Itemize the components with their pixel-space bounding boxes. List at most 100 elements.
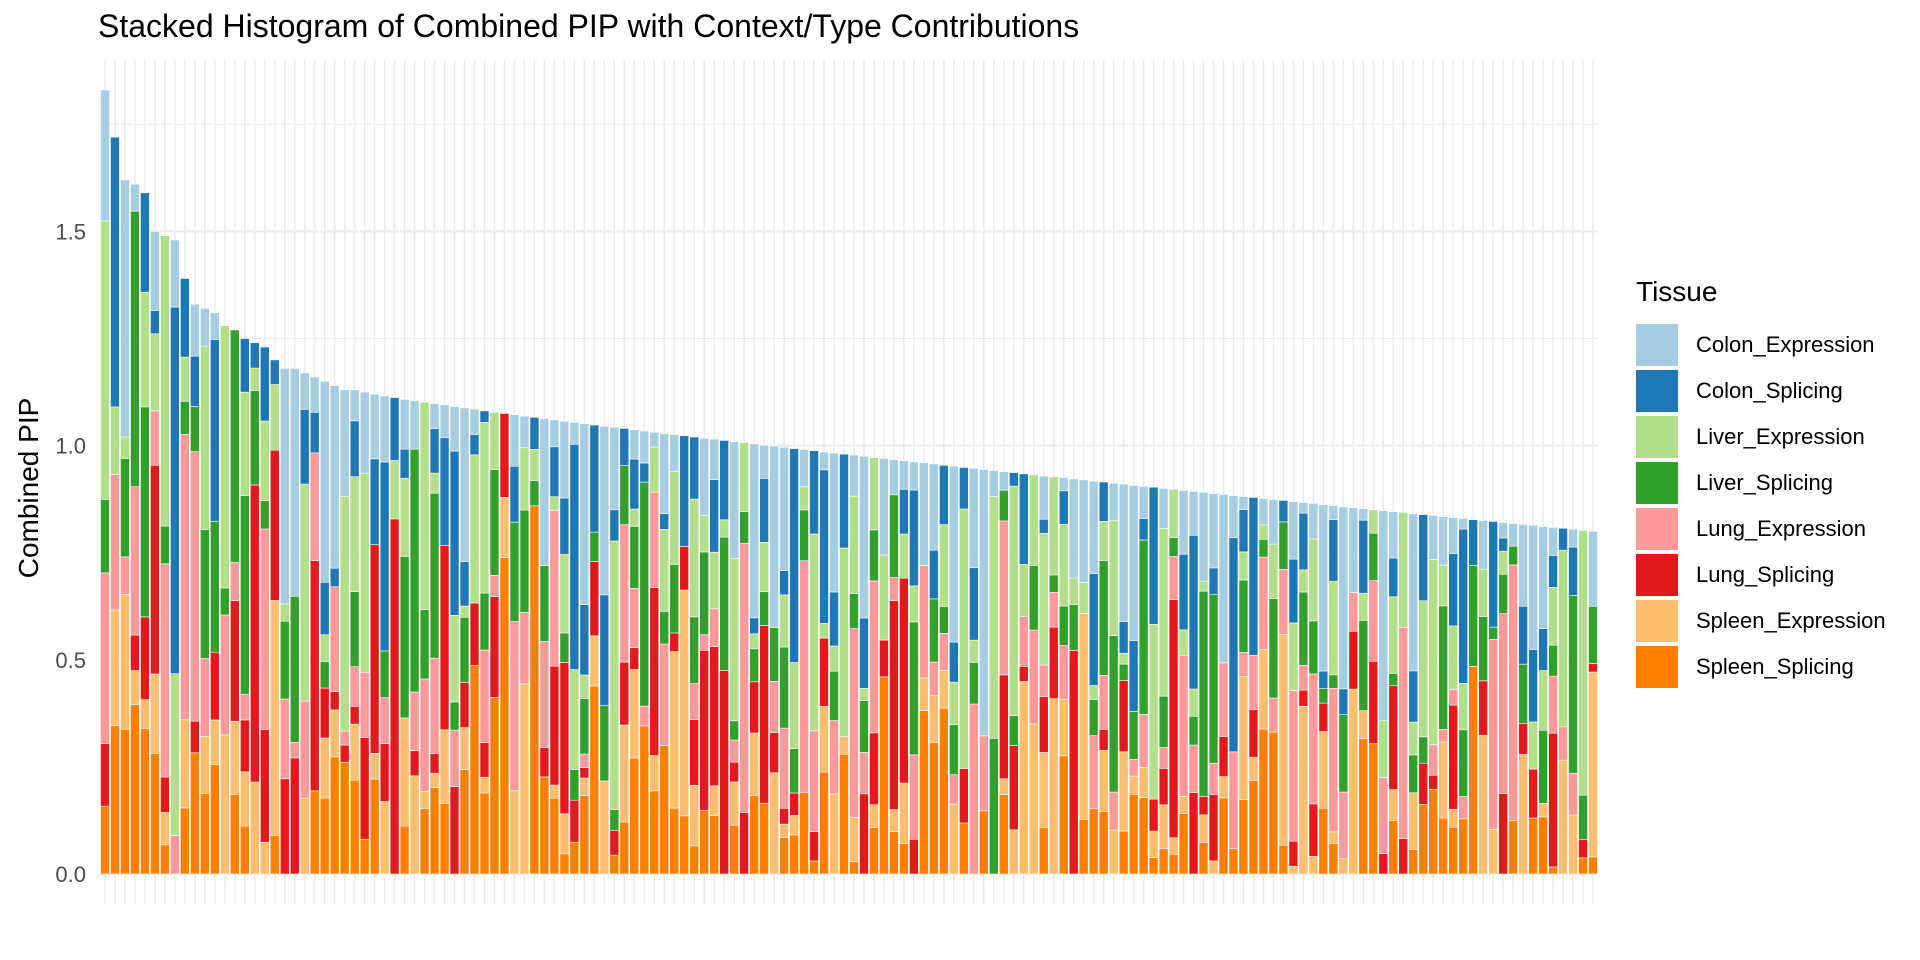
bar-segment [629, 429, 640, 460]
bar-segment [309, 376, 320, 413]
bar-segment [200, 529, 210, 659]
bar-segment [1208, 594, 1219, 764]
bar-segment [130, 704, 140, 875]
bar-segment [659, 433, 670, 515]
bar-segment [669, 471, 680, 565]
bar-segment [619, 465, 630, 526]
bar-segment [240, 693, 250, 721]
bar-segment [1108, 791, 1119, 831]
bar-segment [779, 727, 789, 809]
bar-segment [240, 495, 250, 695]
bar-segment [1508, 820, 1518, 875]
bar-segment [1058, 477, 1069, 492]
bar-segment [1398, 512, 1409, 628]
bar-segment [399, 399, 410, 450]
bar-segment [869, 732, 879, 806]
bar-segment [579, 604, 590, 676]
bar-segment [789, 448, 799, 663]
bar-segment [319, 381, 330, 583]
bar-segment [349, 666, 360, 707]
bar-segment [289, 595, 300, 743]
bar-segment [469, 602, 480, 666]
bar-segment [1088, 808, 1099, 875]
bar-segment [519, 683, 530, 875]
bar-segment [1178, 490, 1189, 555]
bar-segment [1268, 697, 1279, 733]
bar-segment [1428, 744, 1439, 776]
bar-segment [699, 551, 709, 636]
bar-segment [579, 674, 590, 699]
bar-segment [240, 338, 250, 393]
bar-segment [269, 600, 280, 836]
bar-segment [1288, 622, 1299, 691]
bar-segment [1188, 534, 1199, 690]
bar-segment [1458, 528, 1468, 684]
bar-segment [1518, 723, 1528, 755]
bar-segment [609, 809, 620, 831]
bar-segment [1138, 797, 1149, 875]
bar-segment [449, 729, 460, 787]
bar-segment [779, 446, 789, 571]
bar-segment [609, 829, 620, 856]
bar-segment [779, 594, 789, 648]
bar-segment [889, 809, 899, 833]
bar-segment [459, 616, 470, 683]
bar-segment [499, 497, 510, 558]
bar-segment [1528, 649, 1538, 723]
bar-segment [829, 591, 839, 647]
bar-segment [1328, 580, 1339, 676]
bar-segment [759, 542, 769, 593]
bar-segment [1248, 780, 1259, 875]
bar-segment [1378, 510, 1389, 722]
bar-segment [110, 725, 120, 875]
bar-segment [1148, 830, 1159, 858]
bar-segment [309, 560, 320, 792]
bar-segment [909, 621, 919, 756]
bar-segment [1338, 506, 1349, 690]
bar-segment [649, 491, 660, 588]
bar-segment [589, 635, 600, 687]
bar-segment [799, 560, 809, 793]
bar-segment [259, 729, 270, 843]
bar-segment [1578, 794, 1588, 841]
bar-segment [379, 697, 390, 744]
bar-segment [269, 835, 280, 875]
bar-segment [369, 544, 380, 754]
bar-segment [749, 443, 759, 619]
bar-segment [1298, 512, 1309, 571]
bar-segment [479, 422, 490, 594]
bar-segment [609, 426, 620, 511]
bar-segment [1108, 829, 1119, 875]
bar-segment [739, 511, 749, 544]
bar-segment [1358, 592, 1369, 621]
bar-segment [839, 453, 849, 549]
bar-segment [929, 742, 939, 875]
bar-segment [589, 424, 600, 533]
bar-segment [419, 678, 430, 792]
bar-segment [469, 434, 480, 456]
bar-segment [1118, 663, 1129, 681]
bar-segment [998, 674, 1009, 780]
bar-segment [619, 661, 630, 726]
bar-segment [549, 446, 560, 498]
bar-segment [949, 774, 959, 805]
bar-segment [579, 753, 590, 768]
bar-segment [1158, 767, 1169, 806]
bar-segment [1278, 521, 1289, 570]
legend-item: Lung_Expression [1636, 506, 1886, 552]
bar-segment [1478, 734, 1488, 875]
bar-segment [1308, 803, 1319, 857]
bar-segment [1268, 731, 1279, 875]
bar-segment [819, 706, 829, 773]
bar-segment [1168, 537, 1179, 557]
legend-label: Liver_Expression [1696, 424, 1865, 449]
bar-segment [1088, 699, 1099, 736]
bar-segment [429, 657, 440, 755]
bar-segment [1558, 527, 1568, 551]
bar-segment [689, 498, 700, 618]
bar-segment [689, 436, 700, 500]
bar-segment [1368, 532, 1379, 581]
bar-segment [939, 670, 949, 709]
bar-segment [629, 588, 640, 648]
bar-segment [1198, 796, 1209, 816]
